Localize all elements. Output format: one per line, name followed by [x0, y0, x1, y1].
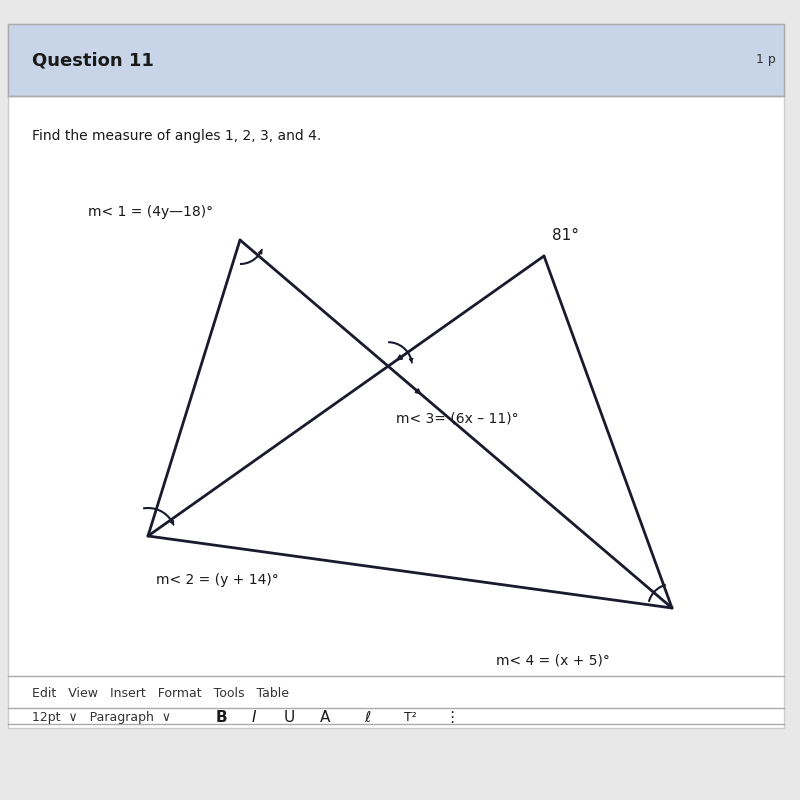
Text: m< 2 = (y + 14)°: m< 2 = (y + 14)° [156, 573, 278, 587]
Text: m< 1 = (4y—18)°: m< 1 = (4y—18)° [88, 205, 213, 219]
Text: 12pt  ∨   Paragraph  ∨: 12pt ∨ Paragraph ∨ [32, 711, 171, 724]
Text: 81°: 81° [552, 229, 579, 243]
Text: m< 3= (6x – 11)°: m< 3= (6x – 11)° [396, 411, 518, 425]
Text: B: B [216, 710, 228, 725]
Text: Find the measure of angles 1, 2, 3, and 4.: Find the measure of angles 1, 2, 3, and … [32, 129, 322, 143]
Text: ℓ: ℓ [364, 710, 370, 725]
Text: U: U [284, 710, 295, 725]
Text: Question 11: Question 11 [32, 51, 154, 69]
Text: A: A [320, 710, 330, 725]
Text: m< 4 = (x + 5)°: m< 4 = (x + 5)° [496, 653, 610, 667]
Bar [8, 24, 784, 96]
Text: I: I [252, 710, 257, 725]
Text: 1 p: 1 p [756, 54, 776, 66]
Bar [8, 24, 784, 728]
Text: ⋮: ⋮ [444, 710, 459, 725]
Text: Edit   View   Insert   Format   Tools   Table: Edit View Insert Format Tools Table [32, 687, 289, 700]
Text: T²: T² [404, 711, 417, 724]
